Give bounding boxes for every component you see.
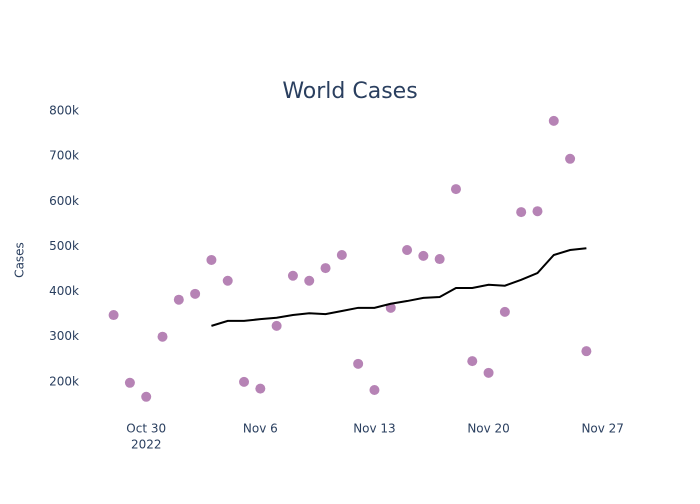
x-tick-label: Nov 13 — [353, 422, 396, 436]
point — [418, 250, 429, 261]
y-axis-label: Cases — [13, 242, 27, 278]
y-tick-label: 800k — [49, 103, 79, 117]
point — [467, 356, 478, 367]
point — [353, 358, 364, 369]
point — [434, 254, 445, 265]
x-year-label: 2022 — [131, 438, 162, 452]
point — [450, 184, 461, 195]
point — [141, 391, 152, 402]
x-tick-label: Oct 30 — [126, 422, 166, 436]
point — [173, 294, 184, 305]
point — [581, 346, 592, 357]
point — [499, 306, 510, 317]
point — [548, 115, 559, 126]
point — [369, 385, 380, 396]
point — [402, 245, 413, 256]
point — [124, 377, 135, 388]
y-tick-label: 700k — [49, 149, 79, 163]
y-tick-label: 300k — [49, 329, 79, 343]
line — [211, 247, 587, 327]
chart-title: World Cases — [282, 79, 417, 104]
x-tick-label: Nov 27 — [581, 422, 624, 436]
point — [532, 206, 543, 217]
y-tick-label: 200k — [49, 374, 79, 388]
point — [157, 331, 168, 342]
point — [304, 275, 315, 286]
point — [255, 383, 266, 394]
x-tick-label: Nov 6 — [243, 422, 278, 436]
y-tick-label: 600k — [49, 194, 79, 208]
point — [336, 249, 347, 260]
point — [516, 207, 527, 218]
point — [287, 270, 298, 281]
y-tick-label: 400k — [49, 284, 79, 298]
point — [565, 153, 576, 164]
y-tick-label: 500k — [49, 239, 79, 253]
point — [206, 254, 217, 265]
point — [271, 320, 282, 331]
point — [190, 288, 201, 299]
x-tick-label: Nov 20 — [467, 422, 510, 436]
point — [222, 275, 233, 286]
point — [239, 376, 250, 387]
point — [483, 367, 494, 378]
point — [108, 310, 119, 321]
point — [320, 263, 331, 274]
